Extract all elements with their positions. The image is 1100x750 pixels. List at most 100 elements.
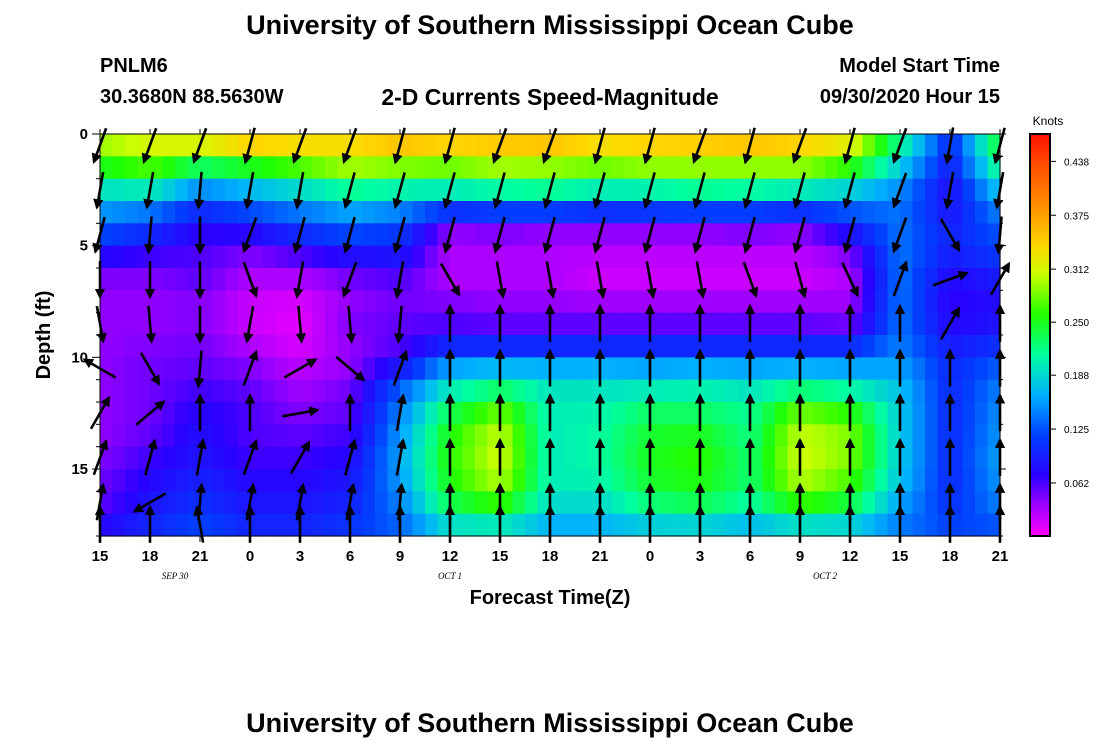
heatmap-cell [862,245,876,269]
heatmap-cell [437,357,451,381]
heatmap-cell [525,178,539,202]
x-tick-label: 12 [842,548,859,565]
current-vector-arrow [939,306,961,341]
heatmap-cell [325,469,339,492]
heatmap-cell [262,245,276,269]
heatmap-cell [650,424,664,448]
heatmap-cell [837,469,851,492]
heatmap-cell [725,178,739,202]
heatmap-cell [512,290,526,314]
heatmap-cell [975,335,989,358]
heatmap-cell [512,268,526,291]
heatmap-cell [987,156,1001,180]
heatmap-cell [587,446,601,470]
heatmap-cell [350,402,364,425]
heatmap-cell [812,335,826,358]
heatmap-cell [150,469,164,492]
heatmap-cell [837,446,851,470]
heatmap-cell [812,379,826,403]
y-axis: 0 5 10 15 [71,126,1006,537]
heatmap-cell [125,379,139,403]
heatmap-cell [800,491,814,515]
heatmap-cell [787,469,801,492]
heatmap-cell [425,156,439,180]
heatmap-cell [450,446,464,470]
heatmap-cell [325,201,339,224]
heatmap-cell [462,156,476,180]
current-vector-arrow [295,305,307,344]
heatmap-cell [762,268,776,291]
heatmap-cell [875,335,889,358]
heatmap-cell [900,312,914,336]
heatmap-cell [625,312,639,336]
heatmap-cell [562,335,576,358]
heatmap-cell [600,446,614,470]
heatmap-cell [825,513,839,537]
heatmap-cell [287,379,301,403]
heatmap-cell [137,312,151,336]
colorbar-tick-label: 0.188 [1064,371,1089,382]
heatmap-cell [400,134,414,157]
heatmap-cell [975,513,989,537]
heatmap-cell [425,178,439,202]
heatmap-cell [800,379,814,403]
colorbar-tick-label: 0.438 [1064,157,1089,168]
heatmap-cell [412,223,426,247]
current-vector-arrow [341,261,358,299]
heatmap-cell [325,446,339,470]
heatmap-cell [650,357,664,381]
heatmap-cell [937,357,951,381]
heatmap-cell [675,290,689,314]
x-tick-label: 18 [942,548,959,565]
heatmap-cell [812,469,826,492]
heatmap-cell [475,178,489,202]
heatmap-cell [775,469,789,492]
heatmap-cell [512,513,526,537]
heatmap-cell [350,245,364,269]
heatmap-cell [937,402,951,425]
heatmap-cell [875,379,889,403]
heatmap-cell [662,379,676,403]
heatmap-cell [162,446,176,470]
heatmap-cell [850,178,864,202]
heatmap-cell [737,446,751,470]
heatmap-cell [900,156,914,180]
current-vector-arrow [345,305,357,344]
heatmap-cell [675,156,689,180]
heatmap-cell [575,312,589,336]
heatmap-cell [175,201,189,224]
heatmap-cell [137,402,151,425]
heatmap-cell [150,424,164,448]
current-vector-arrow [145,305,157,344]
heatmap-cell [325,268,339,291]
heatmap-cell [837,357,851,381]
heatmap-cell [737,201,751,224]
heatmap-cell [825,223,839,247]
current-vector-arrow [545,261,557,299]
current-vector-arrow [242,261,259,299]
heatmap-cell [962,424,976,448]
heatmap-cell [525,335,539,358]
heatmap-cell [812,290,826,314]
heatmap-cell [637,491,651,515]
heatmap-cell [712,513,726,537]
heatmap-cell [912,402,926,425]
heatmap-cell [112,156,126,180]
x-tick-label: 3 [296,548,304,565]
heatmap-cell [375,379,389,403]
heatmap-cell [850,469,864,492]
heatmap-cell [500,446,514,470]
heatmap-cell [575,156,589,180]
heatmap-cell [362,357,376,381]
heatmap-cell [687,513,701,537]
heatmap-cell [262,290,276,314]
heatmap-cell [925,223,939,247]
heatmap-cell [800,357,814,381]
heatmap-cell [600,134,614,157]
heatmap-cell [812,245,826,269]
heatmap-cell [250,245,264,269]
heatmap-cell [487,491,501,515]
heatmap-cell [812,513,826,537]
heatmap-cell [725,156,739,180]
heatmap-cell [850,312,864,336]
